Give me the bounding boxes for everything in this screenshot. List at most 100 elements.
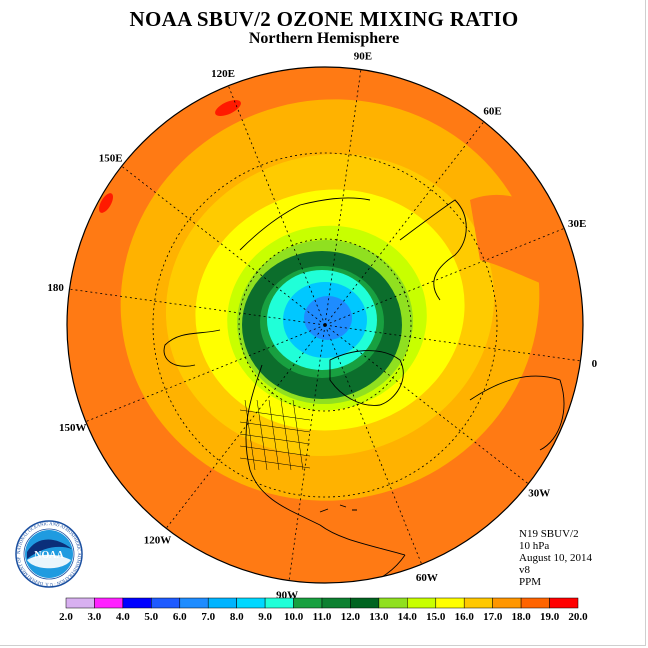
info-unit: PPM <box>519 576 542 588</box>
colorbar-swatch <box>151 597 180 609</box>
us-state-line <box>239 433 311 445</box>
info-satellite: N19 SBUV/2 <box>519 528 579 540</box>
colorbar-swatch <box>122 597 152 609</box>
colorbar-swatch <box>321 597 351 609</box>
colorbar-tick-label: 20.0 <box>568 611 588 623</box>
colorbar-tick-label: 7.0 <box>201 611 215 623</box>
lon-label-150W: 150W <box>59 422 87 434</box>
colorbar-tick-label: 13.0 <box>369 611 389 623</box>
colorbar-swatch <box>463 597 493 609</box>
meridian-60W <box>324 324 423 565</box>
logo-bird <box>27 539 72 559</box>
colorbar-tick-label: 18.0 <box>511 611 531 623</box>
lon-label-150E: 150E <box>99 153 123 165</box>
colorbar-tick-label: 14.0 <box>398 611 418 623</box>
us-state-line <box>239 409 311 421</box>
map-title: NOAA SBUV/2 OZONE MIXING RATIO <box>129 7 519 31</box>
lon-label-120W: 120W <box>144 534 172 546</box>
colorbar-tick-label: 5.0 <box>144 611 158 623</box>
continent-outlines <box>163 197 565 583</box>
graticule <box>69 69 581 581</box>
coastline-2 <box>399 199 467 301</box>
colorbar: 2.0 3.0 4.0 5.0 6.0 7.0 8.0 9.0 10.0 11.0 12.0 13.0… <box>59 597 588 623</box>
meridian-30W <box>324 324 529 485</box>
colorbar-tick-label: 8.0 <box>230 611 244 623</box>
map-disc <box>67 67 583 583</box>
colorbar-tick-label: 19.0 <box>540 611 560 623</box>
colorbar-swatch <box>520 597 550 609</box>
colorbar-tick-label: 16.0 <box>455 611 475 623</box>
colorbar-tick-label: 12.0 <box>341 611 361 623</box>
colorbar-swatch <box>407 597 436 609</box>
colorbar-tick-label: 2.0 <box>59 611 73 623</box>
info-pressure: 10 hPa <box>519 540 550 552</box>
info-version: v8 <box>519 564 530 576</box>
product-info: N19 SBUV/2 10 hPa August 10, 2014 v8 PPM <box>519 528 592 588</box>
meridian-120E <box>227 85 326 326</box>
lon-label-0: 0 <box>592 358 598 370</box>
colorbar-swatch <box>492 597 522 609</box>
colorbar-swatch <box>549 597 579 609</box>
logo-wave <box>27 554 71 569</box>
colorbar-tick-label: 15.0 <box>426 611 446 623</box>
latitude-circle-30 <box>152 152 498 498</box>
red-patch-2 <box>99 193 113 213</box>
lon-label-60E: 60E <box>483 106 501 118</box>
colorbar-tick-label: 6.0 <box>173 611 187 623</box>
colorbar-swatch <box>264 597 294 609</box>
lon-label-30W: 30W <box>528 488 550 500</box>
us-state-line <box>268 399 280 471</box>
colorbar-swatch <box>236 597 266 609</box>
colorbar-swatch <box>94 597 124 609</box>
lon-label-180: 180 <box>47 282 64 294</box>
latitude-circle-60 <box>238 238 412 412</box>
colorbar-tick-label: 9.0 <box>258 611 272 623</box>
logo-inner-ring <box>23 528 75 580</box>
colorbar-swatch <box>378 597 408 609</box>
ozone-contour-bands <box>99 99 583 501</box>
band-7-8 <box>304 296 352 340</box>
logo-text: NOAA <box>34 550 64 561</box>
colorbar-swatch <box>350 597 380 609</box>
meridian-150W <box>85 324 326 423</box>
coastline-7 <box>319 504 357 513</box>
lon-label-30E: 30E <box>568 218 586 230</box>
meridian-150E <box>121 165 326 326</box>
us-state-line <box>244 399 256 471</box>
coastline-0 <box>245 364 406 556</box>
us-state-line <box>256 399 268 471</box>
colorbar-swatch <box>207 597 237 609</box>
meridian-30E <box>324 227 565 326</box>
coastline-6 <box>359 554 406 583</box>
colorbar-swatch <box>179 597 209 609</box>
lon-label-60W: 60W <box>416 572 438 584</box>
noaa-logo: NATIONAL OCEANIC AND ATMOSPHERIC ADMINIS… <box>14 519 83 588</box>
us-state-line <box>292 399 304 471</box>
colorbar-swatch <box>435 597 465 609</box>
colorbar-tick-label: 10.0 <box>284 611 304 623</box>
map-border <box>66 66 584 584</box>
us-state-line <box>280 399 292 471</box>
meridian-120W <box>165 324 326 529</box>
colorbar-swatch <box>293 597 323 609</box>
colorbar-swatch <box>65 597 95 609</box>
colorbar-tick-label: 17.0 <box>483 611 503 623</box>
colorbar-tick-label: 11.0 <box>313 611 332 623</box>
lon-label-90E: 90E <box>354 51 372 63</box>
coastline-4 <box>239 197 371 251</box>
colorbar-tick-label: 4.0 <box>116 611 130 623</box>
us-state-line <box>239 457 311 469</box>
meridian-60E <box>324 121 485 326</box>
coastline-1 <box>329 350 404 406</box>
us-state-line <box>239 445 311 457</box>
band-east-tongue <box>470 194 583 292</box>
colorbar-swatches <box>65 597 579 609</box>
lon-label-120E: 120E <box>211 68 235 80</box>
us-state-line <box>239 421 311 433</box>
colorbar-ticks: 2.0 3.0 4.0 5.0 6.0 7.0 8.0 9.0 10.0 11.0 12.0 13.0… <box>59 611 588 623</box>
coastline-5 <box>163 329 221 367</box>
info-date: August 10, 2014 <box>519 552 593 564</box>
